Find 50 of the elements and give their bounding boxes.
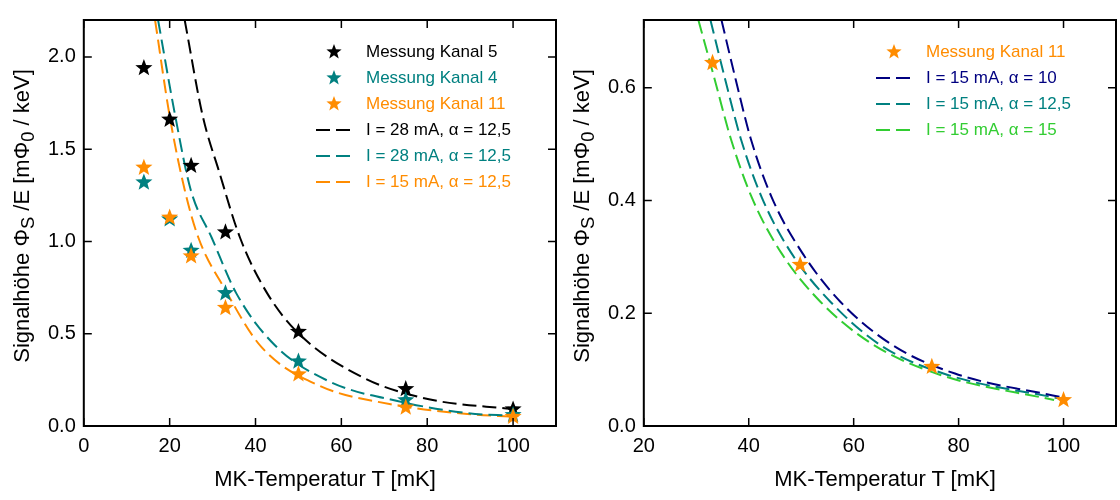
- point: [397, 398, 415, 415]
- point: [397, 380, 415, 397]
- point: [182, 247, 200, 264]
- y-tick-label: 1.0: [47, 228, 76, 251]
- legend-label: I = 15 mA, α = 15: [926, 119, 1057, 139]
- point: [289, 365, 307, 382]
- legend-label: Messung Kanal 11: [926, 41, 1066, 61]
- legend-label: I = 28 mA, α = 12,5: [366, 145, 511, 165]
- x-axis-title: MK-Temperatur T [mK]: [773, 466, 997, 492]
- x-tick-label: 60: [330, 433, 353, 456]
- x-tick-label: 0: [78, 433, 90, 456]
- legend-label: I = 15 mA, α = 12,5: [366, 171, 511, 191]
- y-tick-label: 0.0: [47, 413, 76, 436]
- point: [135, 58, 153, 76]
- point: [135, 173, 153, 190]
- legend-label: I = 15 mA, α = 10: [926, 67, 1057, 87]
- legend-label: I = 15 mA, α = 12,5: [926, 93, 1071, 113]
- point: [161, 110, 179, 127]
- legend-label: Messung Kanal 4: [366, 67, 498, 87]
- y-tick-label: 0.4: [607, 187, 636, 210]
- point: [182, 156, 200, 174]
- x-axis-title: MK-Temperatur T [mK]: [213, 466, 437, 492]
- point: [791, 255, 809, 273]
- x-tick-label: 100: [1046, 433, 1081, 456]
- point: [703, 53, 722, 71]
- x-tick-label: 80: [416, 433, 439, 456]
- x-tick-label: 60: [842, 433, 865, 456]
- point: [216, 223, 235, 240]
- x-tick-label: 20: [158, 433, 181, 456]
- legend-label: Messung Kanal 5: [366, 41, 498, 61]
- y-tick-label: 2.0: [47, 44, 76, 67]
- point: [216, 298, 235, 316]
- legend-label: I = 28 mA, α = 12,5: [366, 119, 511, 139]
- point: [135, 158, 153, 175]
- point: [923, 357, 941, 375]
- x-tick-label: 80: [947, 433, 970, 456]
- point: [216, 284, 235, 301]
- y-tick-label: 1.5: [47, 136, 76, 159]
- y-tick-label: 0.6: [607, 75, 636, 98]
- point: [289, 352, 307, 369]
- x-tick-label: 20: [632, 433, 655, 456]
- point: [289, 322, 307, 340]
- point: [1054, 391, 1073, 408]
- x-tick-label: 40: [737, 433, 760, 456]
- legend-label: Messung Kanal 11: [366, 93, 506, 113]
- y-tick-label: 0.0: [607, 413, 636, 436]
- y-tick-label: 0.5: [47, 321, 76, 344]
- x-tick-label: 40: [244, 433, 267, 456]
- y-tick-label: 0.2: [607, 300, 636, 323]
- x-tick-label: 100: [496, 433, 530, 456]
